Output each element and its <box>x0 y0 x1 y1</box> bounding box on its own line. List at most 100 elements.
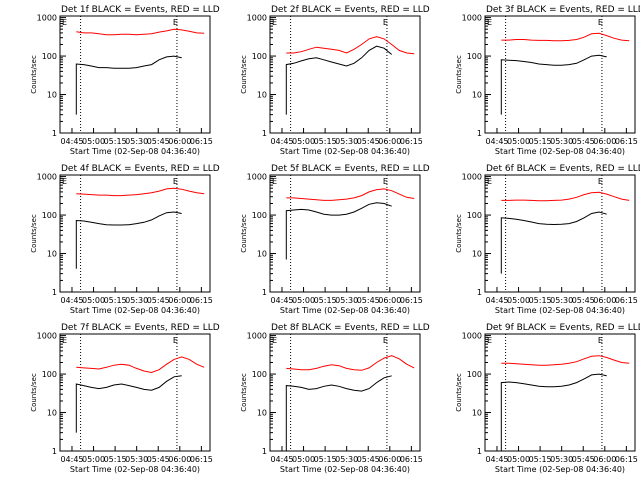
series-red-lld <box>76 356 205 374</box>
plot-frame <box>484 15 636 134</box>
e-marker-left: E <box>487 177 492 186</box>
x-tick-label: 05:30 <box>335 137 358 146</box>
x-tick-label: 04:45 <box>270 137 293 146</box>
y-tick-label: 1000 <box>37 14 57 23</box>
x-tick-label: 05:00 <box>507 296 530 305</box>
e-marker-right: E <box>173 18 178 27</box>
x-tick-label: 06:00 <box>378 455 401 464</box>
e-marker-left: E <box>487 18 492 27</box>
y-tick-label: 1 <box>477 129 482 138</box>
x-tick-label: 04:45 <box>485 137 508 146</box>
y-tick-label: 100 <box>252 52 267 61</box>
x-tick-label: 06:15 <box>190 137 213 146</box>
x-tick-label: 05:15 <box>529 455 552 464</box>
x-axis-label: Start Time (02-Sep-08 04:36:40) <box>495 147 625 156</box>
x-tick-label: 04:45 <box>270 455 293 464</box>
panel-title: Det 8f BLACK = Events, RED = LLD <box>271 323 430 333</box>
panel-title: Det 4f BLACK = Events, RED = LLD <box>61 164 220 174</box>
y-axis-label: Counts/sec <box>455 55 463 94</box>
x-tick-label: 06:15 <box>400 455 423 464</box>
series-black-events <box>75 55 182 115</box>
e-marker-right: E <box>173 336 178 345</box>
series-black-events <box>75 211 182 269</box>
e-marker-right: E <box>383 177 388 186</box>
x-tick-label: 05:30 <box>125 137 148 146</box>
y-tick-label: 1 <box>477 288 482 297</box>
x-tick-label: 05:30 <box>550 455 573 464</box>
x-axis-label: Start Time (02-Sep-08 04:36:40) <box>495 306 625 315</box>
x-axis-label: Start Time (02-Sep-08 04:36:40) <box>495 465 625 474</box>
x-tick-label: 06:15 <box>615 137 638 146</box>
y-tick-label: 1000 <box>462 14 482 23</box>
y-tick-label: 1 <box>262 447 267 456</box>
plot-frame <box>59 174 211 293</box>
e-marker-right: E <box>383 18 388 27</box>
panel-4: Det 4f BLACK = Events, RED = LLD 1 10 100 10… <box>30 164 220 315</box>
panel-6: Det 6f BLACK = Events, RED = LLD 1 10 100 10… <box>455 164 640 315</box>
x-tick-label: 06:15 <box>400 296 423 305</box>
y-tick-label: 100 <box>252 370 267 379</box>
y-tick-label: 1 <box>477 447 482 456</box>
x-tick-label: 06:00 <box>168 137 191 146</box>
e-marker-left: E <box>272 177 277 186</box>
e-marker-left: E <box>62 18 67 27</box>
x-tick-label: 06:15 <box>190 296 213 305</box>
x-tick-label: 05:15 <box>104 296 127 305</box>
x-tick-label: 05:00 <box>507 455 530 464</box>
y-axis-label: Counts/sec <box>455 214 463 253</box>
x-tick-label: 05:15 <box>104 455 127 464</box>
series-black-events <box>500 54 607 115</box>
y-tick-label: 10 <box>47 250 57 259</box>
y-tick-label: 100 <box>467 52 482 61</box>
x-tick-label: 05:15 <box>314 137 337 146</box>
x-tick-label: 06:15 <box>615 455 638 464</box>
y-tick-label: 10 <box>472 250 482 259</box>
e-marker-right: E <box>598 18 603 27</box>
x-tick-label: 05:30 <box>335 455 358 464</box>
x-tick-label: 05:30 <box>125 455 148 464</box>
plot-frame <box>59 333 211 452</box>
x-axis-label: Start Time (02-Sep-08 04:36:40) <box>70 306 200 315</box>
y-axis-label: Counts/sec <box>30 373 38 412</box>
plot-frame <box>484 174 636 293</box>
y-tick-label: 100 <box>467 370 482 379</box>
panel-8: Det 8f BLACK = Events, RED = LLD 1 10 100 10… <box>240 323 430 474</box>
y-tick-label: 1 <box>262 129 267 138</box>
panel-9: Det 9f BLACK = Events, RED = LLD 1 10 100 10… <box>455 323 640 474</box>
x-tick-label: 05:00 <box>292 296 315 305</box>
x-tick-label: 05:45 <box>357 296 380 305</box>
y-axis-label: Counts/sec <box>30 55 38 94</box>
x-tick-label: 06:00 <box>593 137 616 146</box>
x-tick-label: 05:30 <box>125 296 148 305</box>
y-tick-label: 1000 <box>462 173 482 182</box>
e-marker-left: E <box>272 18 277 27</box>
x-tick-label: 05:00 <box>82 455 105 464</box>
e-marker-left: E <box>62 177 67 186</box>
panel-title: Det 3f BLACK = Events, RED = LLD <box>486 5 640 15</box>
y-tick-label: 1 <box>52 129 57 138</box>
x-tick-label: 06:00 <box>168 455 191 464</box>
x-tick-label: 06:00 <box>593 455 616 464</box>
plot-frame <box>59 15 211 134</box>
y-tick-label: 10 <box>472 91 482 100</box>
x-tick-label: 05:15 <box>529 137 552 146</box>
x-tick-label: 05:00 <box>507 137 530 146</box>
series-red-lld <box>286 188 415 201</box>
y-tick-label: 10 <box>47 91 57 100</box>
y-tick-label: 10 <box>257 409 267 418</box>
y-tick-label: 1 <box>262 288 267 297</box>
y-tick-label: 100 <box>42 211 57 220</box>
y-tick-label: 10 <box>257 250 267 259</box>
y-tick-label: 10 <box>472 409 482 418</box>
x-tick-label: 05:30 <box>335 296 358 305</box>
x-tick-label: 05:15 <box>104 137 127 146</box>
series-red-lld <box>501 191 630 202</box>
x-tick-label: 05:45 <box>147 455 170 464</box>
series-black-events <box>285 45 393 115</box>
e-marker-right: E <box>598 336 603 345</box>
x-tick-label: 04:45 <box>60 296 83 305</box>
x-tick-label: 04:45 <box>60 455 83 464</box>
y-tick-label: 1000 <box>247 14 267 23</box>
e-marker-left: E <box>487 336 492 345</box>
